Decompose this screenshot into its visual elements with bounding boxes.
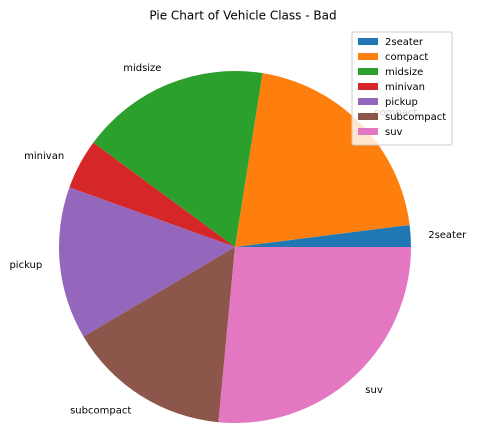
pie-slice <box>218 247 411 423</box>
legend-swatch <box>358 113 378 120</box>
legend-swatch <box>358 68 378 75</box>
legend-swatch <box>358 128 378 135</box>
legend-swatch <box>358 53 378 60</box>
pie-slice <box>93 71 263 247</box>
pie-slice <box>235 73 410 247</box>
legend: 2seater compact midsize minivan pickup subcom… <box>351 31 453 146</box>
slice-label: suv <box>365 385 383 396</box>
legend-swatch <box>358 83 378 90</box>
slice-label: minivan <box>24 151 64 162</box>
slice-label: subcompact <box>70 405 131 416</box>
legend-label: compact <box>385 52 428 63</box>
slice-label: midsize <box>123 63 161 74</box>
slice-label: pickup <box>9 260 42 271</box>
legend-label: 2seater <box>385 37 424 48</box>
legend-swatch <box>358 38 378 45</box>
pie-slice <box>69 142 235 247</box>
legend-label: minivan <box>385 82 425 93</box>
pie-slice <box>59 187 235 337</box>
pie-slice <box>235 224 411 247</box>
slice-label: 2seater <box>428 230 467 241</box>
legend-swatch <box>358 98 378 105</box>
chart-title: Pie Chart of Vehicle Class - Bad <box>149 9 336 23</box>
pie-slice <box>83 247 235 423</box>
legend-label: midsize <box>385 67 423 78</box>
legend-label: suv <box>385 127 403 138</box>
legend-label: pickup <box>385 97 418 108</box>
legend-label: subcompact <box>385 112 446 123</box>
